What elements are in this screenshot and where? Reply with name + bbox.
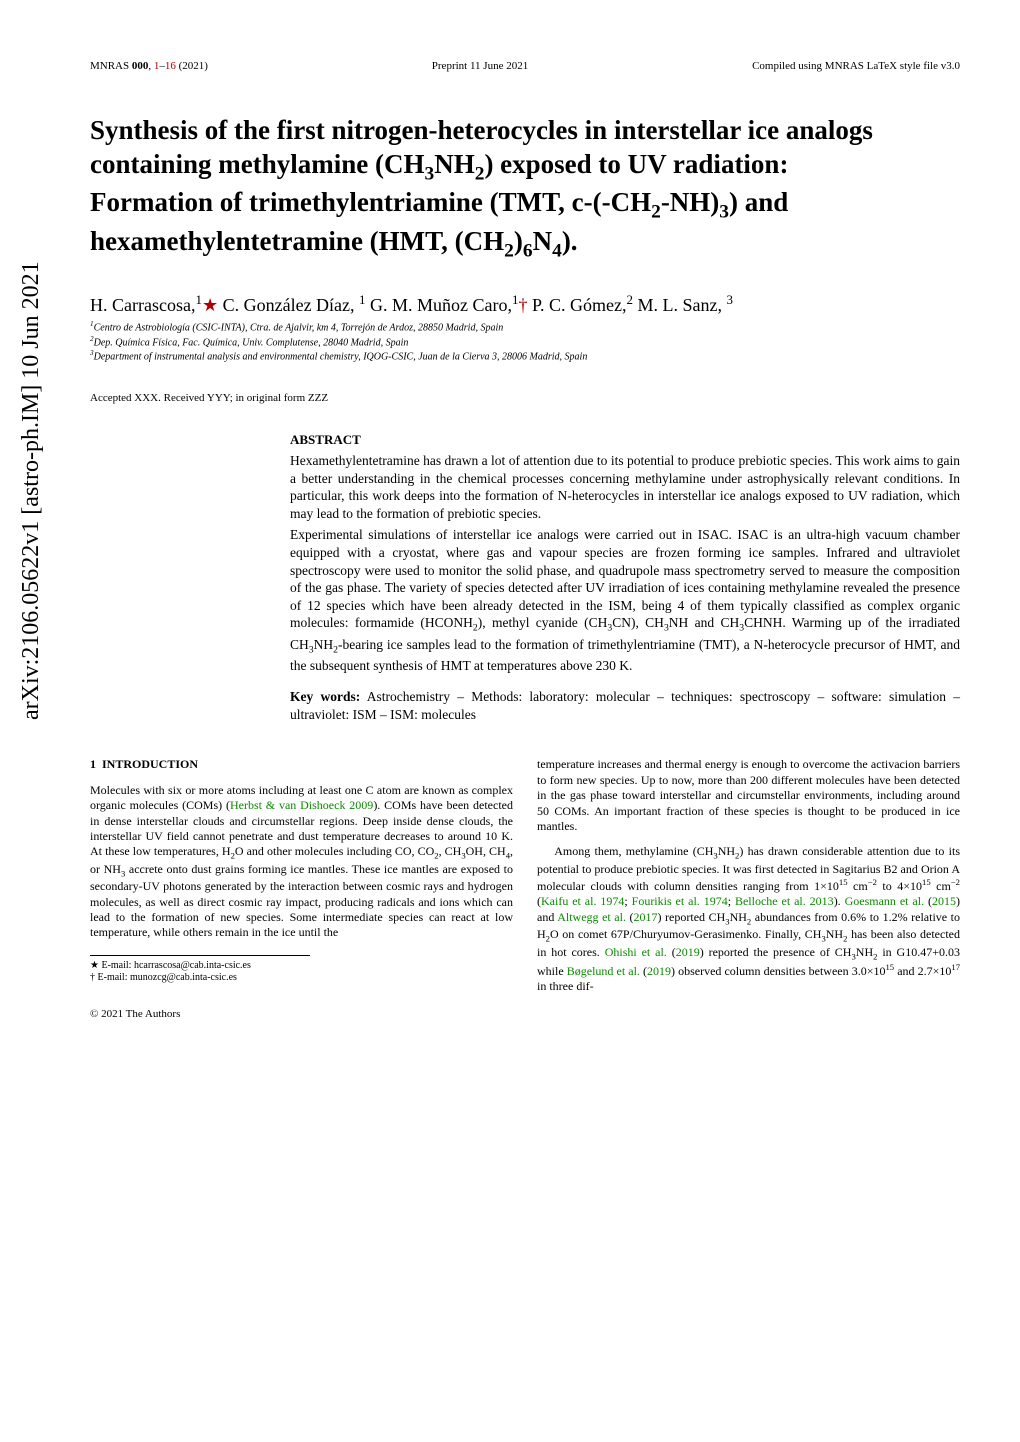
page-range-link[interactable]: 1 — [154, 60, 160, 72]
header-center: Preprint 11 June 2021 — [432, 60, 528, 72]
footnote-2: † E-mail: munozcg@cab.inta-csic.es — [90, 972, 310, 985]
cite-altwegg[interactable]: Altwegg et al. — [557, 910, 626, 924]
corresponding-mark-1[interactable]: ★ — [202, 295, 218, 315]
footnote-1: ★ E-mail: hcarrascosa@cab.inta-csic.es — [90, 960, 310, 973]
affiliations: 1Centro de Astrobiología (CSIC-INTA), Ct… — [90, 320, 960, 364]
abstract-block: ABSTRACT Hexamethylentetramine has drawn… — [290, 432, 960, 723]
header-left: MNRAS 000, 1–16 (2021) — [90, 60, 208, 72]
cite-kaifu-1974[interactable]: Kaifu et al. 1974 — [541, 894, 624, 908]
cite-ohishi[interactable]: Ohishi et al. — [605, 945, 667, 959]
cite-bogelund-2019[interactable]: 2019 — [647, 964, 671, 978]
cite-bogelund[interactable]: Bøgelund et al. — [567, 964, 640, 978]
left-column: 1 INTRODUCTION Molecules with six or mor… — [90, 757, 513, 1021]
cite-altwegg-2017[interactable]: 2017 — [634, 910, 658, 924]
abstract-heading: ABSTRACT — [290, 432, 960, 448]
cite-belloche-2013[interactable]: Belloche et al. 2013 — [735, 894, 834, 908]
intro-para-left: Molecules with six or more atoms includi… — [90, 783, 513, 941]
article-title: Synthesis of the first nitrogen-heterocy… — [90, 114, 960, 264]
cite-goesmann-2015[interactable]: 2015 — [932, 894, 956, 908]
footnotes: ★ E-mail: hcarrascosa@cab.inta-csic.es †… — [90, 955, 310, 986]
abstract-text: Hexamethylentetramine has drawn a lot of… — [290, 452, 960, 723]
page: MNRAS 000, 1–16 (2021) Preprint 11 June … — [0, 0, 1020, 1061]
intro-para-right-1: temperature increases and thermal energy… — [537, 757, 960, 834]
right-column: temperature increases and thermal energy… — [537, 757, 960, 1021]
author-list: H. Carrascosa,1★ C. González Díaz, 1 G. … — [90, 292, 960, 316]
running-header: MNRAS 000, 1–16 (2021) Preprint 11 June … — [90, 60, 960, 72]
section-1-heading: 1 INTRODUCTION — [90, 757, 513, 772]
cite-fourikis-1974[interactable]: Fourikis et al. 1974 — [632, 894, 728, 908]
page-range-link-end[interactable]: 16 — [165, 60, 176, 72]
arxiv-stamp: arXiv:2106.05622v1 [astro-ph.IM] 10 Jun … — [18, 261, 45, 720]
cite-goesmann[interactable]: Goesmann et al. — [845, 894, 924, 908]
keywords: Key words: Astrochemistry – Methods: lab… — [290, 688, 960, 723]
abstract-para-2: Experimental simulations of interstellar… — [290, 526, 960, 674]
abstract-para-1: Hexamethylentetramine has drawn a lot of… — [290, 452, 960, 522]
copyright: © 2021 The Authors — [90, 1007, 513, 1021]
keywords-text: Astrochemistry – Methods: laboratory: mo… — [290, 689, 960, 722]
cite-herbst-2009[interactable]: Herbst & van Dishoeck 2009 — [230, 798, 373, 812]
body-columns: 1 INTRODUCTION Molecules with six or mor… — [90, 757, 960, 1021]
keywords-label: Key words: — [290, 689, 360, 704]
corresponding-mark-2[interactable]: † — [519, 295, 528, 315]
history-line: Accepted XXX. Received YYY; in original … — [90, 392, 960, 404]
intro-para-right-2: Among them, methylamine (CH3NH2) has dra… — [537, 844, 960, 995]
header-right: Compiled using MNRAS LaTeX style file v3… — [752, 60, 960, 72]
cite-ohishi-2019[interactable]: 2019 — [676, 945, 700, 959]
